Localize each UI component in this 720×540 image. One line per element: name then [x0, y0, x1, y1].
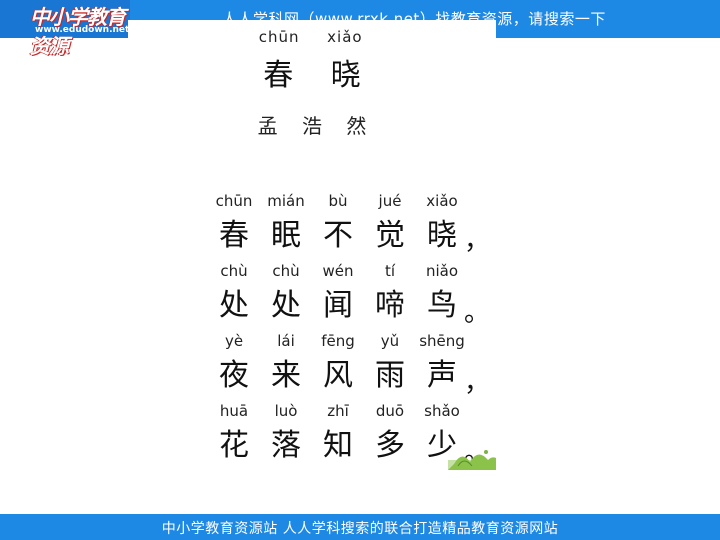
poem-char: 夜	[219, 358, 249, 393]
poem-char: 落	[271, 428, 301, 463]
poem-char: 啼	[375, 288, 405, 323]
footer-text: 中小学教育资源站 人人学科搜索的联合打造精品教育资源网站	[161, 521, 559, 537]
poem-card: chūn xiǎo 春 晓 孟 浩 然 chūn mián bù jué xiǎ…	[128, 20, 496, 472]
poem-char: 知	[323, 428, 353, 463]
pinyin: wén	[322, 262, 354, 280]
pinyin: zhī	[327, 402, 349, 420]
pinyin: chūn	[215, 192, 253, 210]
title-char: 晓	[330, 58, 361, 93]
pinyin: luò	[274, 402, 298, 420]
poem-char: 眠	[271, 218, 301, 253]
poem-char: 花	[219, 428, 249, 463]
pinyin: shēng	[419, 332, 465, 350]
title-pinyin-syllable: xiǎo	[327, 28, 363, 46]
poem-title: 春 晓	[128, 50, 496, 94]
pinyin-row: chūn mián bù jué xiǎo	[208, 192, 468, 210]
poem-char: 多	[375, 428, 405, 463]
punctuation: ，	[464, 226, 491, 256]
poem-char: 鸟	[427, 288, 457, 323]
pinyin: xiǎo	[426, 192, 458, 210]
poem-char: 声	[427, 358, 457, 393]
author-char: 浩	[302, 114, 322, 138]
poem-char: 来	[271, 358, 301, 393]
poem-char: 少	[427, 428, 457, 463]
poem-char: 风	[323, 358, 353, 393]
pinyin: yǔ	[380, 332, 400, 350]
poem-char: 不	[323, 218, 353, 253]
pinyin: huā	[219, 402, 249, 420]
logo-text: 中小学教育资源	[30, 5, 126, 58]
pinyin: fēng	[321, 332, 355, 350]
pinyin-row: yè lái fēng yǔ shēng	[208, 332, 468, 350]
logo-url: www.edudown.net	[35, 25, 130, 35]
grass-decoration	[448, 450, 496, 470]
pinyin: duō	[375, 402, 405, 420]
pinyin: chù	[220, 262, 248, 280]
pinyin: niǎo	[425, 262, 459, 280]
poem-char: 雨	[375, 358, 405, 393]
char-row: 处 处 闻 啼 鸟	[208, 280, 468, 324]
char-row: 春 眠 不 觉 晓	[208, 210, 468, 254]
pinyin: tí	[384, 262, 396, 280]
pinyin: chù	[272, 262, 300, 280]
poem-char: 处	[271, 288, 301, 323]
author-char: 孟	[257, 114, 278, 138]
poem-char: 闻	[323, 288, 353, 323]
pinyin-row: chù chù wén tí niǎo	[208, 262, 468, 280]
site-logo[interactable]: 中小学教育资源 www.edudown.net	[0, 0, 130, 58]
char-row: 花 落 知 多 少	[208, 420, 468, 464]
title-char: 春	[263, 58, 294, 93]
punctuation: ，	[464, 368, 491, 398]
poem-char: 晓	[427, 218, 457, 253]
pinyin: jué	[378, 192, 402, 210]
pinyin-row: huā luò zhī duō shǎo	[208, 402, 468, 420]
pinyin: yè	[224, 332, 244, 350]
poem-line-1: chūn mián bù jué xiǎo 春 眠 不 觉 晓	[208, 192, 468, 254]
poem-char: 觉	[375, 218, 405, 253]
poem-author: 孟 浩 然	[128, 110, 496, 139]
punctuation: 。	[464, 298, 491, 328]
poem-line-3: yè lái fēng yǔ shēng 夜 来 风 雨 声	[208, 332, 468, 394]
pinyin: mián	[267, 192, 305, 210]
footer-bar: 中小学教育资源站 人人学科搜索的联合打造精品教育资源网站	[0, 514, 720, 540]
poem-line-2: chù chù wén tí niǎo 处 处 闻 啼 鸟	[208, 262, 468, 324]
char-row: 夜 来 风 雨 声	[208, 350, 468, 394]
poem-char: 春	[219, 218, 249, 253]
poem-line-4: huā luò zhī duō shǎo 花 落 知 多 少	[208, 402, 468, 464]
author-char: 然	[346, 114, 367, 138]
title-pinyin: chūn xiǎo	[128, 28, 496, 46]
pinyin: bù	[328, 192, 348, 210]
pinyin: shǎo	[424, 402, 460, 420]
pinyin: lái	[277, 332, 295, 350]
poem-char: 处	[219, 288, 249, 323]
title-pinyin-syllable: chūn	[258, 28, 300, 46]
